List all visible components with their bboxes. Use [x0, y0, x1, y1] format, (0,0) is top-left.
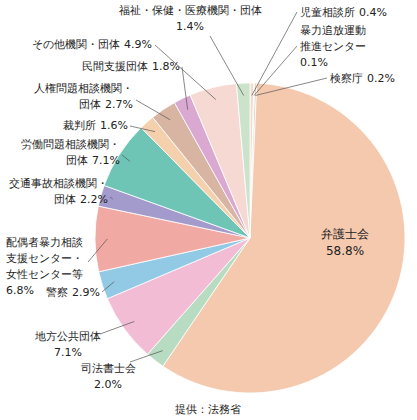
value-label: 7.1% — [54, 346, 82, 359]
leader-line — [130, 351, 163, 362]
leader-line — [110, 197, 113, 199]
data-label: 警察 2.9% — [46, 286, 100, 299]
leader-line — [252, 12, 297, 95]
leader-line — [136, 100, 170, 120]
data-label: 暴力追放運動推進センター 0.1% — [300, 24, 366, 69]
category-label: 支援センター・ — [6, 252, 83, 265]
category-label: 女性センター等 — [6, 268, 83, 281]
category-label: その他機関・団体 — [32, 38, 120, 51]
data-label: 地方公共団体 7.1% — [34, 330, 101, 359]
leader-line — [102, 282, 114, 292]
slice — [236, 83, 250, 238]
data-label: 検察庁 0.2% — [330, 72, 395, 85]
data-label: 司法書士会 2.0% — [81, 362, 136, 391]
value-label: 1.8% — [152, 60, 180, 73]
data-label: 人権問題相談機関・団体 2.7% — [34, 82, 133, 111]
value-label: 2.0% — [94, 378, 122, 391]
value-label: 2.9% — [72, 286, 100, 299]
category-label: 福祉・保健・医療機関・団体 — [119, 4, 262, 17]
category-label: 推進センター — [300, 40, 366, 53]
value-label: 0.1% — [300, 56, 328, 69]
value-label: 0.2% — [367, 72, 395, 85]
category-label: 団体 — [54, 193, 76, 206]
category-label: 交通事故相談機関・ — [9, 177, 108, 190]
data-label: 裁判所 1.6% — [63, 119, 128, 132]
category-label: 労働問題相談機関・ — [21, 138, 120, 151]
category-label: 弁護士会 — [321, 227, 369, 241]
data-label: 労働問題相談機関・団体 7.1% — [21, 138, 120, 167]
data-label: 福祉・保健・医療機関・団体 1.4% — [119, 4, 262, 33]
leader-line — [210, 36, 244, 96]
category-label: 人権問題相談機関・ — [34, 82, 133, 95]
category-label: 配偶者暴力相談 — [6, 236, 83, 249]
leader-line — [254, 46, 297, 95]
pie — [95, 83, 405, 393]
category-label: 暴力追放運動 — [300, 24, 366, 37]
value-label: 7.1% — [92, 154, 120, 167]
category-label: 警察 — [46, 286, 68, 299]
value-label: 6.8% — [6, 284, 34, 297]
data-label: 配偶者暴力相談支援センター・女性センター等 6.8% — [6, 236, 83, 297]
category-label: 検察庁 — [330, 72, 363, 85]
value-label: 1.6% — [100, 119, 128, 132]
category-label: 裁判所 — [63, 119, 96, 132]
value-label: 58.8% — [326, 244, 364, 258]
leader-line — [100, 321, 134, 334]
value-label: 1.4% — [176, 20, 204, 33]
category-label: 地方公共団体 — [34, 330, 101, 343]
leader-line — [122, 155, 130, 161]
source: 提供：法務省 — [175, 403, 241, 416]
value-label: 4.9% — [124, 38, 152, 51]
category-label: 民間支援団体 — [82, 60, 148, 73]
category-label: 児童相談所 — [300, 6, 355, 19]
data-label: 交通事故相談機関・団体 2.2% — [9, 177, 108, 206]
data-label: 弁護士会 58.8% — [321, 227, 369, 258]
data-label: 児童相談所 0.4% — [300, 6, 387, 19]
category-label: 司法書士会 — [81, 362, 136, 375]
value-label: 0.4% — [359, 6, 387, 19]
value-label: 2.2% — [80, 193, 108, 206]
data-label: その他機関・団体 4.9% — [32, 38, 152, 51]
chart: 児童相談所 0.4% 暴力追放運動推進センター 0.1%検察庁 0.2% 弁護士会 58.8… — [0, 0, 417, 420]
category-label: 団体 — [79, 98, 101, 111]
slice — [190, 84, 250, 238]
data-label: 民間支援団体 1.8% — [82, 60, 180, 73]
leader-line — [88, 239, 107, 262]
leader-line — [255, 78, 327, 96]
category-label: 団体 — [66, 154, 88, 167]
leader-line — [130, 126, 155, 132]
value-label: 2.7% — [105, 98, 133, 111]
